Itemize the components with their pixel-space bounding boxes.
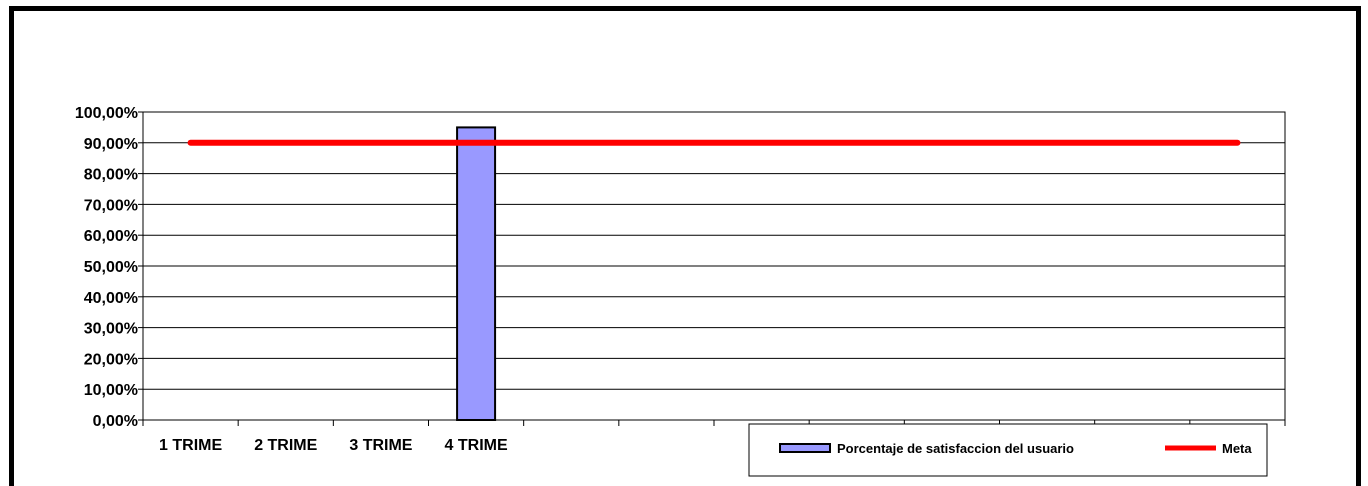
y-tick-label: 0,00% (93, 413, 138, 430)
y-tick-label: 10,00% (84, 382, 138, 399)
legend: Porcentaje de satisfaccion del usuario M… (748, 423, 1268, 477)
y-tick-label: 70,00% (84, 197, 138, 214)
gridlines (142, 111, 1286, 421)
y-tick-label: 40,00% (84, 290, 138, 307)
y-tick-label: 90,00% (84, 136, 138, 153)
y-tick-label: 20,00% (84, 351, 138, 368)
x-tick-label: 1 TRIME (159, 437, 222, 454)
y-axis: 0,00% 10,00% 20,00% 30,00% 40,00% 50,00% 60,00… (75, 105, 143, 430)
legend-swatch-bar (779, 443, 831, 453)
bar (456, 126, 497, 422)
bar-series (456, 126, 497, 422)
y-tick-label: 60,00% (84, 228, 138, 245)
x-tick-label: 3 TRIME (349, 437, 412, 454)
chart-frame (9, 6, 1361, 486)
legend-label-bar: Porcentaje de satisfaccion del usuario (837, 441, 1074, 456)
y-tick-label: 80,00% (84, 167, 138, 184)
y-tick-label: 30,00% (84, 321, 138, 338)
x-tick-label: 4 TRIME (445, 437, 508, 454)
y-tick-label: 100,00% (75, 105, 138, 122)
y-tick-label: 50,00% (84, 259, 138, 276)
x-tick-label: 2 TRIME (254, 437, 317, 454)
x-axis: 1 TRIME 2 TRIME 3 TRIME 4 TRIME (142, 420, 1286, 454)
legend-label-line: Meta (1222, 441, 1252, 456)
